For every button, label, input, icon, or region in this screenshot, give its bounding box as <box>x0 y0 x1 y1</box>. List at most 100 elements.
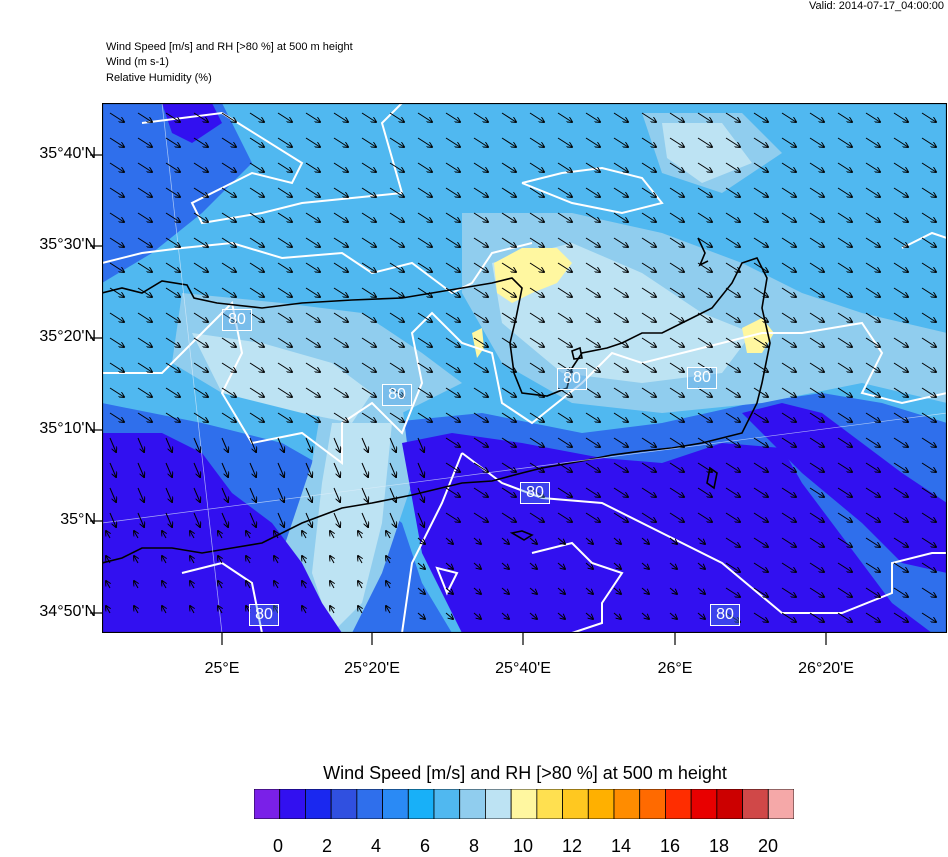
wind-arrow <box>529 312 544 322</box>
wind-arrow <box>190 606 194 614</box>
wind-arrow <box>837 362 852 372</box>
wind-arrow <box>333 487 340 502</box>
colorbar-tick-label: 8 <box>468 836 480 856</box>
wind-arrow <box>249 187 264 197</box>
wind-arrow <box>137 187 152 197</box>
wind-arrow <box>473 362 488 372</box>
wind-arrow <box>249 162 264 172</box>
wind-arrow <box>445 412 460 422</box>
colorbar-tick-label: 4 <box>370 836 382 856</box>
wind-arrow <box>669 587 677 594</box>
wind-arrow <box>193 437 200 452</box>
wind-arrow <box>557 362 572 372</box>
wind-arrow <box>529 137 544 147</box>
wind-arrow <box>865 112 880 122</box>
wind-arrow <box>837 112 852 122</box>
wind-arrow <box>445 287 460 297</box>
colorbar-swatch <box>536 789 563 819</box>
wind-arrow <box>865 412 880 422</box>
wind-arrow <box>109 462 116 477</box>
wind-arrow <box>473 512 488 522</box>
rh-contour-line <box>461 452 947 614</box>
wind-arrow <box>613 562 621 569</box>
wind-arrow <box>613 187 628 197</box>
wind-arrow <box>305 337 320 347</box>
wind-arrow <box>221 262 236 272</box>
wind-arrow <box>781 437 796 447</box>
colorbar-swatch <box>716 789 743 819</box>
wind-arrow <box>221 362 236 372</box>
wind-arrow <box>389 312 404 322</box>
wind-arrow <box>333 412 348 422</box>
wind-arrow <box>277 262 292 272</box>
wind-arrow <box>134 581 138 589</box>
wind-arrow <box>529 437 544 447</box>
wind-arrow <box>361 262 376 272</box>
wind-arrow <box>921 112 936 122</box>
wind-arrow <box>753 337 768 347</box>
wind-arrow <box>445 112 460 122</box>
wind-arrow <box>445 612 453 619</box>
wind-arrow <box>725 512 740 522</box>
wind-arrow <box>837 162 852 172</box>
wind-arrow <box>753 437 768 447</box>
wind-arrow <box>893 162 908 172</box>
wind-arrow <box>501 212 516 222</box>
rh-contour-label: 80 <box>710 604 740 626</box>
wind-arrow <box>893 187 908 197</box>
wind-arrow <box>921 387 936 397</box>
wind-arrow <box>277 387 292 397</box>
lon-label: 25°E <box>204 660 240 677</box>
wind-arrow <box>109 187 124 197</box>
wind-arrow <box>753 162 768 172</box>
wind-arrow <box>781 387 796 397</box>
wind-arrow <box>921 512 936 522</box>
wind-arrow <box>921 437 936 447</box>
colorbar-swatch <box>330 789 358 819</box>
wind-arrow <box>106 556 110 564</box>
wind-arrow <box>641 287 656 297</box>
wind-arrow <box>305 212 320 222</box>
wind-arrow <box>333 437 340 452</box>
wind-arrow <box>246 556 250 564</box>
wind-arrow <box>725 587 740 597</box>
wind-arrow <box>305 462 312 477</box>
wind-arrow <box>417 162 432 172</box>
colorbar-swatch <box>639 789 666 819</box>
wind-arrow <box>557 287 572 297</box>
wind-arrow <box>417 412 432 422</box>
wind-arrow <box>781 162 796 172</box>
wind-arrow <box>725 162 740 172</box>
wind-arrow <box>165 187 180 197</box>
island-outline <box>706 466 718 490</box>
wind-arrow <box>193 387 208 397</box>
wind-arrow <box>669 212 684 222</box>
wind-arrow <box>361 412 376 422</box>
wind-arrow <box>106 581 110 589</box>
wind-arrow <box>221 212 236 222</box>
island-outline <box>697 237 709 267</box>
wind-arrow <box>109 262 124 272</box>
colorbar-swatch <box>562 789 589 819</box>
wind-arrow <box>641 337 656 347</box>
wind-arrow <box>333 337 348 347</box>
wind-arrow <box>529 412 544 422</box>
wind-arrow <box>641 362 656 372</box>
wind-arrow <box>277 312 292 322</box>
wind-arrow <box>501 512 516 522</box>
wind-arrow <box>893 312 908 322</box>
wind-arrow <box>361 112 376 122</box>
wind-arrow <box>697 337 712 347</box>
wind-arrow <box>361 312 376 322</box>
wind-arrow <box>753 412 768 422</box>
wind-arrow <box>389 337 404 347</box>
wind-arrow <box>417 337 432 347</box>
wind-arrow <box>333 162 348 172</box>
wind-arrow <box>165 412 180 422</box>
wind-arrow <box>109 487 116 502</box>
wind-arrow <box>753 462 768 472</box>
wind-arrow <box>529 362 544 372</box>
wind-arrow <box>137 412 152 422</box>
wind-arrow <box>417 137 432 147</box>
wind-arrow <box>921 612 936 622</box>
